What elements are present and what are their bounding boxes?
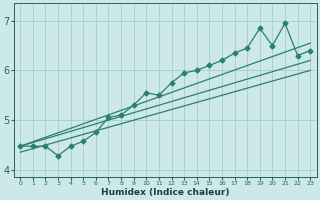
X-axis label: Humidex (Indice chaleur): Humidex (Indice chaleur) (101, 188, 229, 197)
